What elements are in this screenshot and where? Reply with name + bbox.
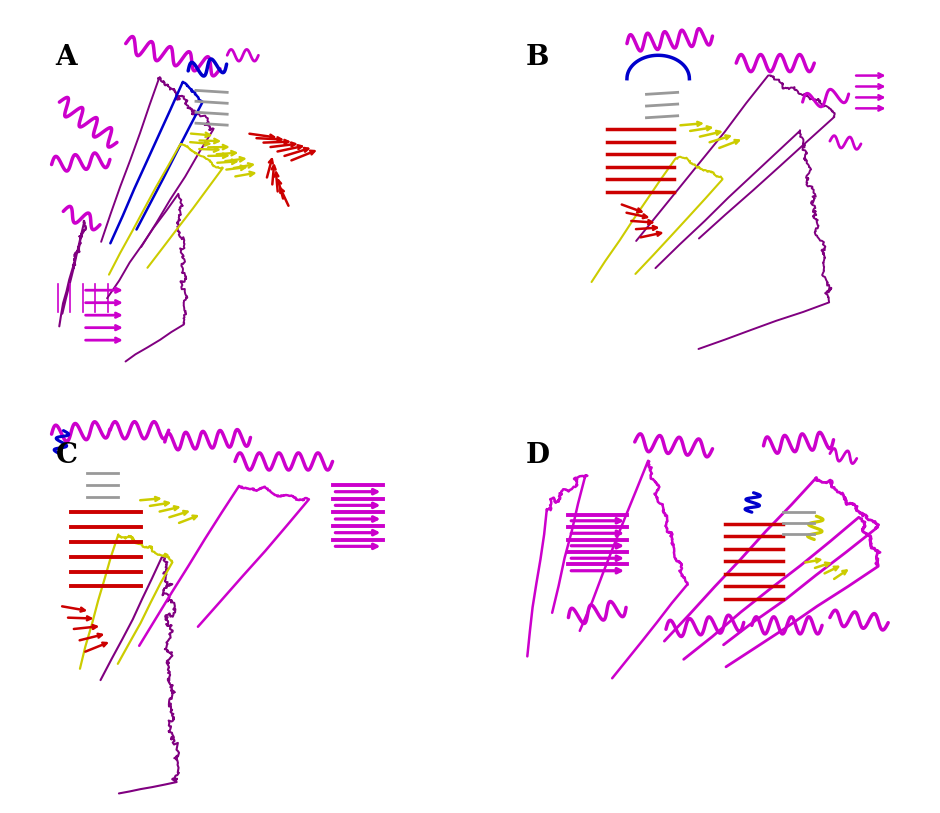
Text: C: C bbox=[55, 442, 77, 469]
Text: B: B bbox=[525, 44, 549, 71]
Text: A: A bbox=[55, 44, 77, 71]
Text: D: D bbox=[525, 442, 550, 469]
